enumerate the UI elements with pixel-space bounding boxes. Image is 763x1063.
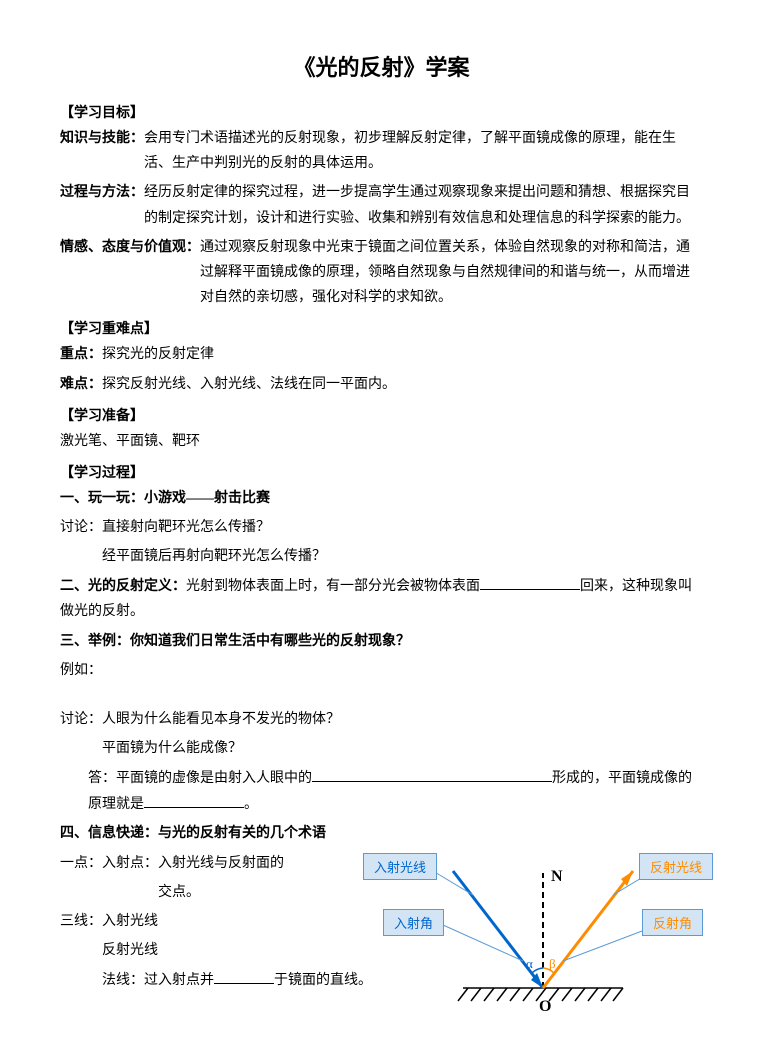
text: 于镜面的直线。 xyxy=(274,973,372,988)
label-incident-ray: 入射光线 xyxy=(363,853,437,880)
key-point: 重点：探究光的反射定律 xyxy=(60,342,703,367)
reflection-diagram: N α β O 入射光线 反射光线 入射角 反射角 xyxy=(363,853,713,1013)
discuss-4: 平面镜为什么能成像？ xyxy=(60,736,703,761)
blank-field[interactable] xyxy=(214,967,274,984)
content: 通过观察反射现象中光束于镜面之间位置关系，体验自然现象的对称和简洁，通过解释平面… xyxy=(200,235,703,311)
label: 知识与技能： xyxy=(60,126,144,176)
normal-label: N xyxy=(551,868,563,885)
term-reflect: 反射光线 xyxy=(60,938,380,963)
reflected-ray xyxy=(543,871,633,988)
label: 情感、态度与价值观： xyxy=(60,235,200,311)
term-point: 一点：入射点：入射光线与反射面的 xyxy=(60,851,380,876)
label: 过程与方法： xyxy=(60,180,144,230)
sec3-heading: 【学习准备】 xyxy=(60,405,703,425)
connector xyxy=(433,871,473,895)
example-label: 例如： xyxy=(60,658,703,683)
page-title: 《光的反射》学案 xyxy=(60,50,703,82)
text: 光射到物体表面上时，有一部分光会被物体表面 xyxy=(186,579,480,594)
origin-label: O xyxy=(539,998,551,1013)
angle-in-arc xyxy=(532,968,543,973)
objective-process: 过程与方法： 经历反射定律的探究过程，进一步提高学生通过观察现象来提出问题和猜想… xyxy=(60,180,703,230)
alpha-label: α xyxy=(526,956,533,971)
discuss-1: 讨论：直接射向靶环光怎么传播？ xyxy=(60,515,703,540)
term-point-cont: 交点。 xyxy=(60,880,380,905)
term-lines: 三线：入射光线 xyxy=(60,909,380,934)
term-normal: 法线：过入射点并 于镜面的直线。 xyxy=(60,967,380,993)
label-reflected-angle: 反射角 xyxy=(642,909,703,936)
sec4-heading: 【学习过程】 xyxy=(60,462,703,482)
objective-knowledge: 知识与技能： 会用专门术语描述光的反射现象，初步理解反射定律，了解平面镜成像的原… xyxy=(60,126,703,176)
text: 。 xyxy=(244,797,258,812)
connector xyxy=(443,925,523,961)
content: 会用专门术语描述光的反射现象，初步理解反射定律，了解平面镜成像的原理，能在生活、… xyxy=(144,126,703,176)
sec1-heading: 【学习目标】 xyxy=(60,102,703,122)
answer-line: 答：平面镜的虚像是由射入人眼中的形成的，平面镜成像的原理就是。 xyxy=(60,765,703,817)
label: 难点： xyxy=(60,377,102,392)
content: 探究反射光线、入射光线、法线在同一平面内。 xyxy=(102,377,396,392)
discuss-3: 讨论：人眼为什么能看见本身不发光的物体？ xyxy=(60,707,703,732)
label-incident-angle: 入射角 xyxy=(383,909,444,936)
text: 一点：入射点：入射光线与反射面的 xyxy=(60,856,284,871)
sub1-title: 一、玩一玩：小游戏——射击比赛 xyxy=(60,486,703,511)
content: 经历反射定律的探究过程，进一步提高学生通过观察现象来提出问题和猜想、根据探究目的… xyxy=(144,180,703,230)
discuss-2: 经平面镜后再射向靶环光怎么传播？ xyxy=(60,544,703,569)
content: 探究光的反射定律 xyxy=(102,347,214,362)
sec2-heading: 【学习重难点】 xyxy=(60,318,703,338)
sub2-definition: 二、光的反射定义：光射到物体表面上时，有一部分光会被物体表面回来，这种现象叫做光… xyxy=(60,573,703,624)
objective-attitude: 情感、态度与价值观： 通过观察反射现象中光束于镜面之间位置关系，体验自然现象的对… xyxy=(60,235,703,311)
blank-field[interactable] xyxy=(480,573,580,590)
label: 重点： xyxy=(60,347,102,362)
preparation: 激光笔、平面镜、靶环 xyxy=(60,429,703,454)
text: 答：平面镜的虚像是由射入人眼中的 xyxy=(88,771,312,786)
text: 法线：过入射点并 xyxy=(102,973,214,988)
blank-field[interactable] xyxy=(144,791,244,808)
sub4-title: 四、信息快递：与光的反射有关的几个术语 xyxy=(60,821,703,846)
sub2-title: 二、光的反射定义： xyxy=(60,579,186,594)
sub3-title: 三、举例：你知道我们日常生活中有哪些光的反射现象？ xyxy=(60,629,703,654)
label-reflected-ray: 反射光线 xyxy=(639,853,713,880)
difficult-point: 难点：探究反射光线、入射光线、法线在同一平面内。 xyxy=(60,372,703,397)
blank-field[interactable] xyxy=(312,765,552,782)
beta-label: β xyxy=(549,956,556,971)
